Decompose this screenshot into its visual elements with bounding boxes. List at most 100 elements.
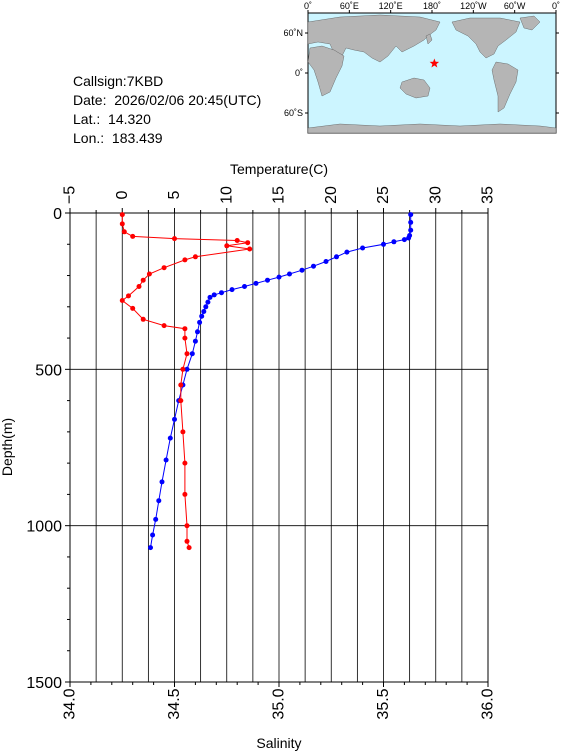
map-marker-layer <box>429 58 440 68</box>
temperature-profile-point <box>391 239 397 245</box>
temperature-profile-point <box>156 498 162 504</box>
location-map: 0˚ 60˚E 120˚E 180˚ 120˚W 60˚W 0˚ 60˚N 0˚ 60˚S <box>283 1 560 134</box>
map-lon-tick-label: 60˚W <box>504 1 526 11</box>
salinity-profile-point <box>182 460 188 466</box>
temperature-profile-point <box>408 212 414 218</box>
temperature-profile-point <box>381 241 386 247</box>
map-lat-tick-label: 60˚N <box>283 28 303 38</box>
map-lon-tick-label: 120˚W <box>460 1 487 11</box>
latitude-value: 14.320 <box>108 111 151 127</box>
temperature-profile-point <box>276 274 282 280</box>
salinity-profile-point <box>224 243 230 249</box>
salinity-profile-point <box>182 491 188 497</box>
temperature-profile-point <box>242 284 247 289</box>
temperature-profile-point <box>163 457 169 463</box>
salinity-profile-point <box>172 236 177 242</box>
temperature-tick-label: 30 <box>427 186 444 204</box>
depth-axis-title: Depth(m) <box>0 418 15 476</box>
temperature-tick-label: 15 <box>271 186 288 204</box>
longitude-row: Lon.: 183.439 <box>73 129 261 148</box>
temperature-profile-point <box>195 329 200 335</box>
depth-tick-label: 1500 <box>26 675 62 692</box>
map-longitude-ticks: 0˚ 60˚E 120˚E 180˚ 120˚W 60˚W 0˚ <box>304 1 560 13</box>
map-land <box>307 14 557 134</box>
salinity-profile-point <box>178 398 184 404</box>
temperature-profile-point <box>197 319 203 325</box>
callsign-text: Callsign:7KBD <box>73 73 164 89</box>
salinity-tick-label: 35.5 <box>375 688 392 719</box>
map-lat-tick-label: 60˚S <box>284 108 303 118</box>
salinity-profile-point <box>184 538 190 544</box>
salinity-tick-label: 35.0 <box>271 688 288 719</box>
salinity-profile-point <box>182 335 188 341</box>
temperature-profile-point <box>408 227 414 233</box>
salinity-profile-point <box>192 254 198 260</box>
temperature-profile-line <box>150 214 412 548</box>
temperature-tick-label: 35 <box>480 186 497 204</box>
temperature-tick-label: 5 <box>166 190 183 199</box>
landmass-australia <box>399 77 431 99</box>
temperature-profile-point <box>299 267 305 273</box>
salinity-profile-point <box>140 277 146 283</box>
temperature-profile-point <box>253 280 259 286</box>
depth-tick-label: 0 <box>53 206 62 223</box>
temperature-profile-point <box>205 299 211 305</box>
salinity-profile-point <box>130 305 136 311</box>
temperature-profile-point <box>406 235 412 241</box>
temperature-profile-point <box>201 309 207 314</box>
longitude-label: Lon.: <box>73 130 105 146</box>
date-text: Date: 2026/02/06 20:45(UTC) <box>73 92 262 108</box>
landmass-japan <box>425 33 433 45</box>
temperature-tick-label: 0 <box>114 190 131 199</box>
temperature-profile-point <box>153 516 159 522</box>
salinity-profile-point <box>180 366 186 372</box>
depth-tick-label: 1000 <box>26 519 62 536</box>
map-lon-tick-label: 60˚E <box>340 1 359 11</box>
temperature-profile-point <box>184 366 190 372</box>
temperature-profile-point <box>167 435 173 441</box>
temperature-profile-point <box>408 219 414 225</box>
temperature-profile-point <box>148 545 153 551</box>
map-latitude-ticks: 60˚N 0˚ 60˚S <box>283 28 559 118</box>
salinity-profile-point <box>146 271 152 277</box>
salinity-profile-point <box>119 212 125 218</box>
salinity-profile-point <box>130 233 136 239</box>
salinity-profile-point <box>119 298 125 303</box>
salinity-profile-point <box>119 221 125 227</box>
landmass-greenland <box>519 15 541 31</box>
temperature-profile-point <box>334 254 339 260</box>
salinity-profile-point <box>182 326 188 332</box>
salinity-profile-point <box>247 246 253 252</box>
temperature-profile-point <box>344 249 350 255</box>
salinity-tick-label: 34.0 <box>62 688 79 719</box>
depth-tick-label: 500 <box>35 362 62 379</box>
temperature-tick-label: −5 <box>62 186 79 204</box>
temperature-profile-point <box>211 292 217 298</box>
salinity-profile-point <box>161 265 167 271</box>
salinity-profile-point <box>186 545 192 551</box>
salinity-profile-point <box>245 240 251 246</box>
salinity-profile-point <box>140 316 146 322</box>
landmass-africa <box>307 45 345 97</box>
station-info: Callsign:7KBD Date: 2026/02/06 20:45(UTC… <box>73 72 261 148</box>
latitude-label: Lat.: <box>73 111 101 127</box>
temperature-profile-point <box>207 294 213 300</box>
salinity-profile-point <box>161 323 167 329</box>
temperature-profile-point <box>311 263 316 269</box>
chart-series <box>119 212 414 551</box>
salinity-profile-point <box>126 293 131 299</box>
salinity-tick-label: 34.5 <box>166 688 183 719</box>
temperature-profile-point <box>199 313 205 319</box>
temperature-axis: −5 0 5 10 15 20 25 30 35 <box>62 186 497 213</box>
map-lat-tick-label: 0˚ <box>295 68 303 78</box>
salinity-profile-line <box>121 214 250 548</box>
temperature-profile-point <box>159 479 165 485</box>
temperature-profile-point <box>287 271 292 277</box>
temperature-profile-point <box>192 338 198 344</box>
salinity-profile-point <box>234 238 240 243</box>
landmass-north-america <box>451 17 521 59</box>
depth-axis: 0 500 1000 1500 <box>26 206 70 692</box>
temperature-profile-point <box>360 245 366 251</box>
map-lon-tick-label: 120˚E <box>379 1 403 11</box>
